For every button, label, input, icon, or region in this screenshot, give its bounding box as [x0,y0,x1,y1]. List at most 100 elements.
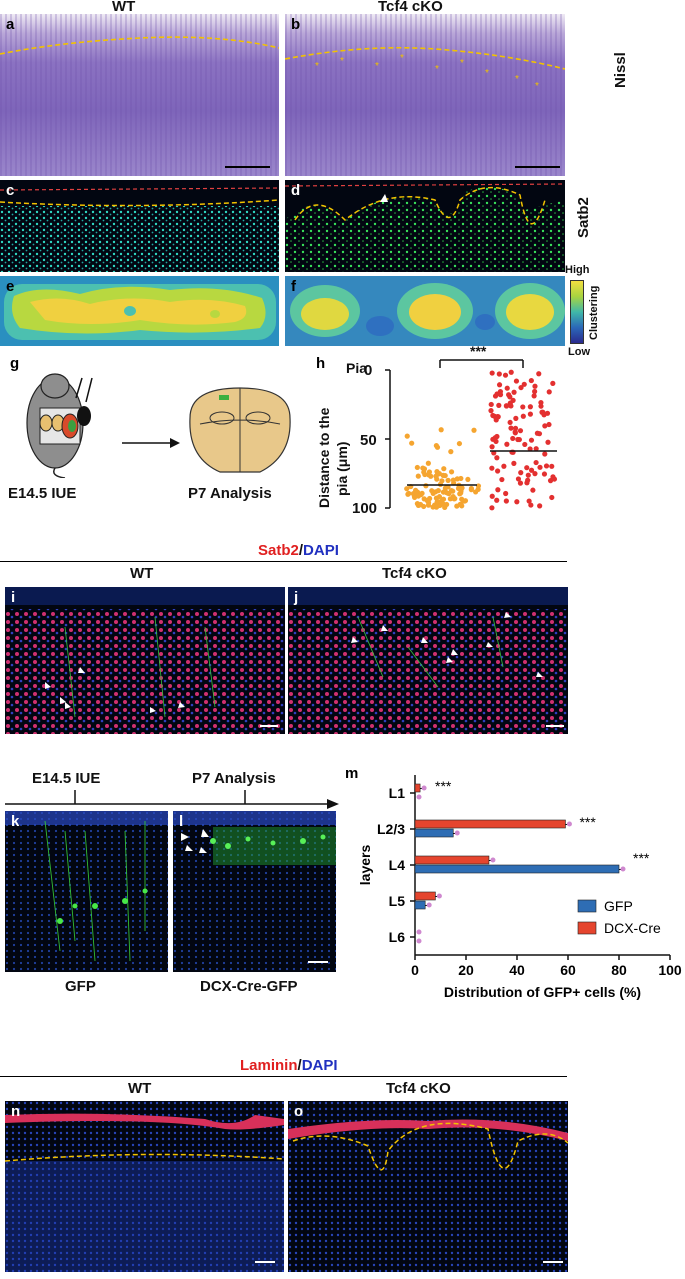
satb2-wt-header: WT [130,565,154,582]
l-dcx-label: DCX-Cre-GFP [200,978,298,995]
m-legend-label: GFP [604,898,633,914]
orange-dot [457,491,463,497]
satb2-title-red: Satb2 [258,542,299,559]
orange-dot [471,427,477,433]
m-data-dot [436,893,442,899]
m-data-dot [454,830,460,836]
orange-dot [413,487,419,493]
orange-dot [411,494,418,500]
panel-label-i: i [11,589,16,606]
panel-label-b: b [291,16,301,33]
orange-dot [405,491,411,497]
m-category-label: L5 [389,893,406,909]
laminin-image-n [5,1101,284,1272]
dcx-image-l [173,811,336,972]
m-x-tick-label: 0 [411,962,419,978]
red-dot [521,381,527,387]
kl-analysis-label: P7 Analysis [192,770,276,787]
svg-text:*: * [485,68,489,79]
svg-text:*: * [435,64,439,75]
orange-dot [455,485,462,492]
red-dot [518,384,524,391]
red-dot [528,502,534,508]
panel-o-laminin-cko: o [288,1101,568,1272]
red-dot [543,463,550,469]
m-data-dot [566,821,572,827]
red-dot [503,403,510,409]
panel-j-satb2-cko: j [288,587,568,734]
red-dot [532,383,538,389]
red-dot [533,446,539,452]
red-dot [503,490,509,497]
red-dot [496,402,502,408]
orange-dot [404,433,410,439]
orange-dot [440,472,446,478]
m-x-tick-label: 60 [560,962,576,978]
orange-dot [417,501,424,508]
red-dot [532,388,538,395]
red-dot [490,412,496,419]
satb2-title-blue: DAPI [303,542,339,559]
red-dot [492,435,498,441]
orange-dot [446,491,452,497]
orange-dot [409,440,415,446]
red-dot [537,503,543,509]
red-dot [508,425,514,431]
red-dot [517,428,524,434]
red-dot [504,385,510,391]
panel-label-d: d [291,182,301,199]
red-dot [499,476,505,483]
color-scale-bar [570,280,584,344]
orange-dot [418,492,424,498]
panel-label-o: o [294,1103,304,1120]
laminin-divider [0,1076,567,1077]
satb2-divider [0,561,567,562]
orange-dot [429,488,435,494]
red-dot [511,460,517,466]
red-dot [524,465,530,471]
m-legend-swatch [577,921,597,935]
satb2-cko-header: Tcf4 cKO [382,565,447,582]
m-legend-swatch [577,899,597,913]
red-dot [506,392,512,398]
m-bar-gfp [414,828,454,838]
panel-label-h: h [316,355,326,372]
red-dot [494,497,500,503]
panel-label-e: e [6,278,15,295]
satb2-cells-d [285,183,565,272]
bar-chart-m: 0 20 40 60 80 100 L1 L2/3 L4 L5 L6 *** *** *** Distrib… [357,775,682,1000]
red-dot [511,389,517,395]
red-dot [536,371,542,377]
m-significance: *** [435,778,452,794]
m-x-label: Distribution of GFP+ cells (%) [444,984,641,1000]
panel-i-satb2-wt: i [5,587,285,734]
red-dot [515,476,522,482]
h-ylabel-1: Distance to the [316,407,332,508]
red-dot [528,437,535,443]
orange-dot [439,478,445,484]
laminin-wt-header: WT [128,1080,152,1097]
red-dot [545,439,551,445]
g-analysis-label: P7 Analysis [188,485,272,502]
panel-d-satb2-cko: d [285,180,565,272]
red-dot [549,494,555,501]
red-dot [503,498,509,504]
red-dot [501,463,507,469]
m-data-dot [416,938,422,944]
orange-dot [456,440,463,447]
panel-k-gfp: k [5,811,168,972]
red-dot [513,415,519,421]
red-dot [538,399,544,406]
orange-dot [440,501,446,507]
boundary-line-b: * * * * * * * * * [285,46,565,168]
red-dot [549,463,555,469]
red-dot [524,480,530,486]
svg-text:*: * [400,53,404,64]
h-dotplot [385,359,558,511]
red-dot [534,430,540,436]
red-dot [489,505,495,511]
red-dot [527,404,533,410]
orange-dot [438,427,444,433]
red-dot [508,369,514,375]
g-iue-label: E14.5 IUE [8,485,77,502]
